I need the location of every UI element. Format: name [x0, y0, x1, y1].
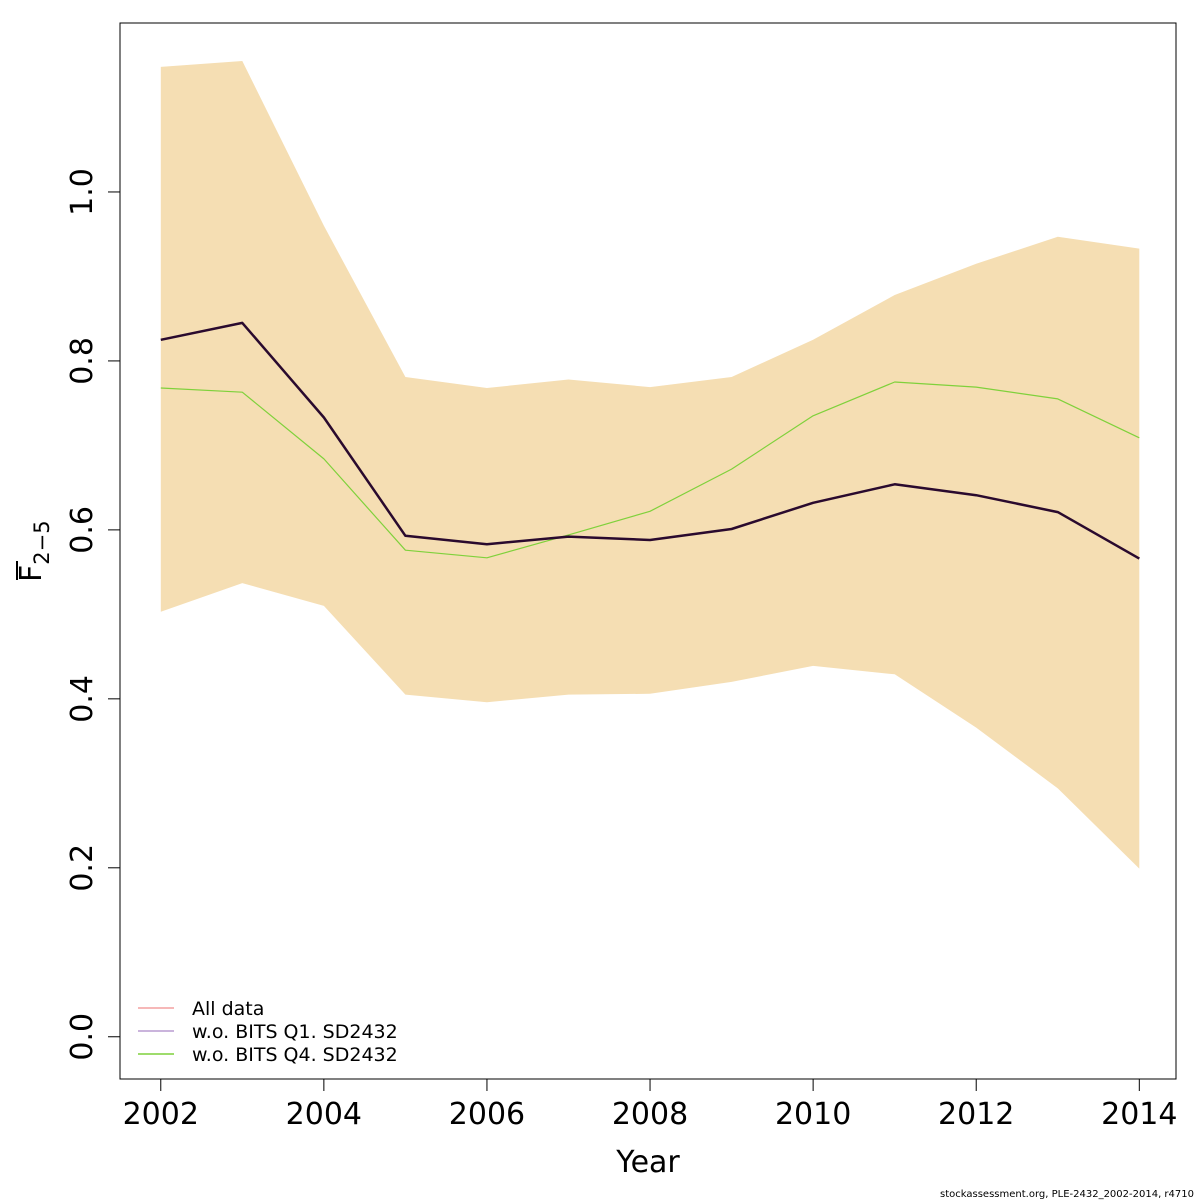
footer-note: stockassessment.org, PLE-2432_2002-2014,…: [940, 1189, 1194, 1200]
x-tick-label: 2002: [123, 1097, 199, 1132]
x-axis-title: Year: [615, 1145, 680, 1180]
y-tick-label: 0.4: [65, 675, 100, 723]
x-tick-label: 2014: [1101, 1097, 1177, 1132]
x-tick-label: 2012: [938, 1097, 1014, 1132]
x-tick-label: 2006: [449, 1097, 525, 1132]
y-axis: 0.0 0.2 0.4 0.6 0.8 1.0: [65, 168, 121, 1061]
y-tick-label: 0.8: [65, 337, 100, 385]
x-tick-label: 2010: [775, 1097, 851, 1132]
series-layer: [160, 321, 1140, 560]
y-tick-label: 0.0: [65, 1013, 100, 1061]
legend-item: w.o. BITS Q1. SD2432: [138, 1021, 398, 1043]
x-tick-label: 2008: [612, 1097, 688, 1132]
confidence-band-layer: [160, 61, 1140, 869]
legend-label: All data: [192, 998, 264, 1020]
y-tick-label: 0.6: [65, 506, 100, 554]
legend-item: All data: [138, 998, 264, 1020]
y-tick-label: 0.2: [65, 844, 100, 892]
legend-item: w.o. BITS Q4. SD2432: [138, 1044, 398, 1066]
series-line-2: [160, 381, 1140, 559]
x-tick-label: 2004: [286, 1097, 362, 1132]
x-axis: 2002 2004 2006 2008 2010 2012 2014: [123, 1078, 1177, 1132]
confidence-band: [160, 61, 1140, 869]
legend-label: w.o. BITS Q4. SD2432: [192, 1044, 398, 1066]
y-axis-title: F2−5: [14, 520, 54, 582]
y-tick-label: 1.0: [65, 168, 100, 216]
y-axis-title-main: F: [14, 565, 49, 582]
series-line-0: [160, 321, 1140, 560]
legend-label: w.o. BITS Q1. SD2432: [192, 1021, 398, 1043]
svg-text:F2−5: F2−5: [14, 520, 54, 582]
y-axis-title-subscript: 2−5: [30, 520, 54, 564]
